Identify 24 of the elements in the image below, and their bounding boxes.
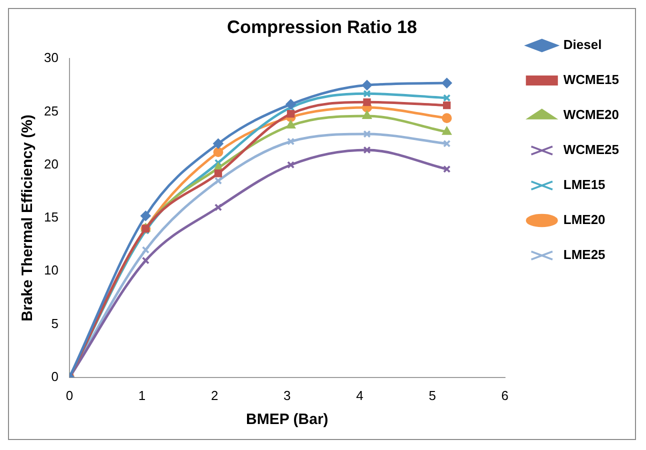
x-tick-label: 0 — [66, 388, 74, 403]
x-axis-title: BMEP (Bar) — [246, 411, 328, 428]
legend-label: LME20 — [563, 212, 606, 228]
x-tick-label: 3 — [284, 388, 291, 403]
y-tick-label: 20 — [44, 156, 58, 172]
y-tick-label: 0 — [51, 368, 58, 384]
x-tick-label: 1 — [138, 388, 146, 403]
y-tick-label: 5 — [51, 316, 58, 331]
y-tick-label: 10 — [44, 262, 58, 278]
x-tick-label: 5 — [428, 388, 436, 403]
y-tick-label: 25 — [44, 103, 58, 118]
x-tick-label: 4 — [356, 388, 364, 403]
legend-label: WCME15 — [563, 72, 620, 88]
y-axis-title: Brake Thermal Efficiency (%) — [19, 114, 36, 322]
x-tick-label: 2 — [210, 388, 218, 403]
chart-title: Compression Ratio 18 — [226, 16, 418, 37]
legend-label: LME25 — [563, 247, 606, 262]
y-tick-label: 30 — [44, 50, 58, 66]
y-tick-label: 15 — [44, 210, 58, 225]
legend-label: LME15 — [563, 177, 606, 192]
x-tick-label: 6 — [501, 388, 508, 403]
legend-label: Diesel — [563, 37, 602, 52]
legend-label: WCME20 — [563, 107, 620, 122]
legend-label: WCME25 — [563, 142, 620, 158]
